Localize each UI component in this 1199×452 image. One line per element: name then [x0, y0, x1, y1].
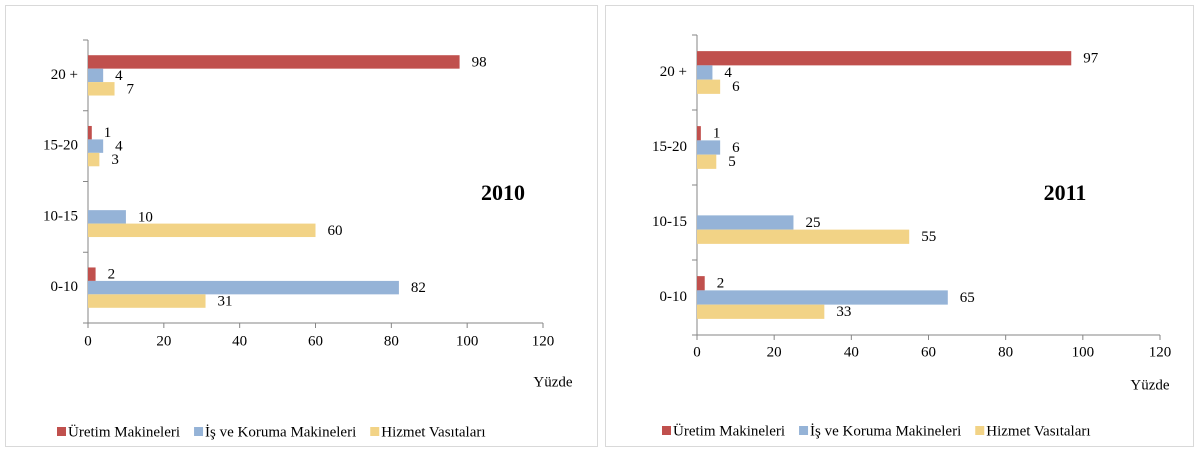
bar — [88, 68, 104, 83]
panel — [605, 5, 1194, 447]
legend-swatch — [662, 426, 671, 435]
data-label: 7 — [127, 81, 135, 97]
data-label: 55 — [921, 229, 936, 245]
x-tick-label: 80 — [998, 344, 1013, 360]
bar — [697, 304, 825, 319]
bar — [697, 154, 717, 169]
bar — [88, 55, 460, 69]
x-tick-label: 40 — [232, 333, 247, 349]
data-label: 4 — [115, 139, 123, 155]
data-label: 97 — [1083, 51, 1099, 67]
x-tick-label: 20 — [767, 344, 782, 360]
data-label: 4 — [724, 65, 732, 81]
bar — [88, 267, 96, 281]
data-label: 60 — [328, 223, 343, 239]
bar — [88, 139, 104, 153]
x-tick-label: 120 — [532, 333, 555, 349]
legend-label: Hizmet Vasıtaları — [381, 424, 485, 440]
data-label: 98 — [472, 54, 487, 70]
x-axis-label: Yüzde — [533, 374, 572, 390]
data-label: 4 — [115, 68, 123, 84]
legend-swatch — [57, 427, 66, 436]
data-label: 65 — [960, 290, 975, 306]
y-tick-label: 0-10 — [51, 279, 79, 295]
legend-swatch — [194, 427, 204, 436]
x-axis-label: Yüzde — [1130, 377, 1169, 393]
data-label: 1 — [104, 125, 112, 141]
bar — [697, 140, 721, 155]
bar — [88, 294, 206, 308]
x-tick-label: 80 — [384, 333, 399, 349]
y-tick-label: 10-15 — [43, 208, 78, 224]
data-label: 25 — [805, 215, 820, 231]
x-tick-label: 100 — [456, 333, 479, 349]
y-tick-label: 10-15 — [652, 214, 687, 230]
x-tick-label: 0 — [84, 333, 92, 349]
y-tick-label: 0-10 — [660, 289, 688, 305]
bar — [697, 79, 721, 94]
data-label: 33 — [836, 304, 851, 320]
bar — [697, 51, 1072, 66]
x-tick-label: 60 — [921, 344, 936, 360]
data-label: 5 — [728, 154, 736, 170]
data-label: 6 — [732, 140, 740, 156]
x-tick-label: 40 — [844, 344, 859, 360]
x-tick-label: 60 — [308, 333, 323, 349]
x-tick-label: 0 — [693, 344, 701, 360]
data-label: 6 — [732, 79, 740, 95]
y-tick-label: 15-20 — [43, 138, 78, 154]
x-tick-label: 20 — [156, 333, 171, 349]
bar — [697, 229, 910, 244]
data-label: 2 — [108, 267, 116, 283]
x-tick-label: 120 — [1149, 344, 1172, 360]
annotation: 2011 — [1044, 180, 1087, 205]
data-label: 82 — [411, 280, 426, 296]
legend-swatch — [370, 427, 380, 436]
bar — [697, 276, 705, 291]
data-label: 10 — [138, 209, 153, 225]
bar — [88, 223, 316, 238]
bar — [88, 210, 126, 224]
bar — [697, 126, 701, 141]
data-label: 31 — [218, 294, 233, 310]
legend-swatch — [799, 426, 809, 435]
legend-label: Üretim Makineleri — [68, 423, 180, 440]
legend-label: İş ve Koruma Makineleri — [810, 423, 961, 439]
bar — [88, 280, 399, 295]
bar — [697, 290, 948, 305]
bar — [88, 125, 92, 140]
data-label: 1 — [713, 126, 721, 142]
legend-label: Hizmet Vasıtaları — [986, 423, 1090, 439]
legend-label: Üretim Makineleri — [673, 422, 785, 439]
legend-label: İş ve Koruma Makineleri — [205, 424, 356, 440]
data-label: 2 — [717, 276, 725, 292]
bar — [697, 65, 713, 80]
bar — [88, 82, 115, 96]
bar — [88, 152, 100, 167]
y-tick-label: 20 + — [51, 67, 78, 83]
x-tick-label: 100 — [1072, 344, 1095, 360]
legend-swatch — [975, 426, 985, 435]
y-tick-label: 20 + — [660, 64, 687, 80]
annotation: 2010 — [481, 180, 525, 205]
bar — [697, 215, 794, 230]
y-tick-label: 15-20 — [652, 139, 687, 155]
data-label: 3 — [111, 152, 119, 168]
